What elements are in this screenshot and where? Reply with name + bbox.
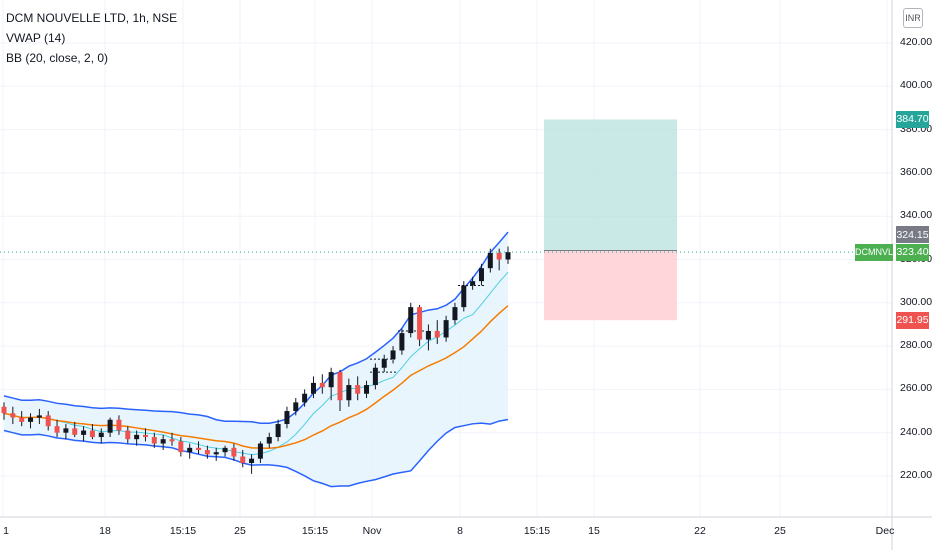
target-price-tag: 384.70 [896, 110, 929, 128]
bollinger-indicator-label[interactable]: BB (20, close, 2, 0) [6, 51, 109, 65]
candle-body [213, 452, 219, 455]
candle-body [187, 447, 193, 453]
candle-body [266, 437, 272, 444]
time-tick-label: 15:15 [301, 525, 329, 537]
candle-body [125, 430, 131, 440]
time-tick-label: 15 [588, 525, 600, 537]
candle-body [364, 385, 370, 394]
time-tick-label: 1 [3, 525, 9, 537]
candle-body [461, 285, 467, 308]
candle-body [434, 330, 440, 338]
bollinger-upper [3, 231, 509, 424]
candle-body [204, 450, 210, 455]
candle-body [98, 432, 104, 438]
price-tick-label: 400.00 [900, 79, 932, 92]
chart-legend: DCM NOUVELLE LTD, 1h, NSE VWAP (14) BB (… [6, 8, 177, 68]
candle-body [408, 307, 414, 334]
candle-body [328, 372, 334, 388]
candle-body [390, 350, 396, 360]
candle-body [142, 434, 148, 438]
candle-body [151, 437, 157, 444]
price-tick-label: 340.00 [900, 209, 932, 222]
candle-body [381, 359, 387, 368]
time-tick-label: 15:15 [523, 525, 551, 537]
candle-body [89, 430, 95, 438]
time-tick-label: 25 [234, 525, 246, 537]
candle-body [231, 447, 237, 457]
candle-body [470, 281, 476, 286]
candle-body [355, 385, 361, 394]
time-tick-label: Nov [362, 525, 382, 537]
price-tick-label: 300.00 [900, 295, 932, 308]
candle-body [1, 406, 7, 414]
candle-body [284, 411, 290, 425]
stop-price-tag: 291.95 [896, 311, 929, 329]
price-tick-label: 240.00 [900, 425, 932, 438]
symbol-tag: DCMNVL [855, 243, 893, 261]
candle-body [54, 426, 60, 433]
candle-body [169, 439, 175, 442]
time-tick-label: 22 [694, 525, 706, 537]
candle-body [249, 458, 255, 464]
price-tick-label: 260.00 [900, 382, 932, 395]
symbol-title[interactable]: DCM NOUVELLE LTD, 1h, NSE [6, 11, 178, 25]
candle-body [240, 456, 246, 464]
time-tick-label: Dec [875, 525, 895, 537]
candle-body [45, 415, 51, 427]
candle-body [107, 419, 113, 433]
vwap-indicator-label[interactable]: VWAP (14) [6, 31, 66, 45]
price-tick-label: 360.00 [900, 165, 932, 178]
candle-body [134, 434, 140, 440]
bollinger-basis [3, 272, 509, 456]
candle-body [496, 253, 502, 260]
candle-body [222, 447, 228, 453]
candle-body [399, 333, 405, 351]
candle-body [302, 393, 308, 403]
candle-body [452, 307, 458, 321]
time-tick-label: 15:15 [169, 525, 197, 537]
candle-body [425, 330, 431, 340]
last-price-tag: 323.40 [896, 243, 929, 261]
candle-body [81, 430, 87, 435]
candle-body [160, 439, 166, 444]
target-zone [544, 119, 677, 251]
candle-body [196, 447, 202, 451]
price-tick-label: 280.00 [900, 339, 932, 352]
candle-body [346, 385, 352, 401]
candle-body [36, 415, 42, 418]
candle-body [116, 419, 122, 431]
candle-body [417, 307, 423, 340]
candle-body [72, 428, 78, 435]
price-tick-label: 220.00 [900, 469, 932, 481]
candle-body [337, 372, 343, 401]
candle-body [178, 441, 184, 453]
currency-button[interactable]: INR [903, 8, 923, 28]
stop-zone [544, 250, 677, 321]
price-tick-label: 420.00 [900, 36, 932, 48]
vwap-line [3, 305, 509, 450]
candle-body [478, 268, 484, 282]
time-tick-label: 25 [774, 525, 786, 537]
candle-body [372, 367, 378, 386]
time-tick-label: 8 [457, 525, 463, 537]
candle-body [257, 443, 263, 459]
candle-body [19, 417, 25, 422]
candle-body [63, 428, 69, 433]
candle-body [310, 382, 316, 394]
candle-body [28, 417, 34, 422]
time-tick-label: 18 [99, 525, 111, 537]
candle-body [275, 424, 281, 438]
entry-price-tag: 324.15 [896, 226, 929, 244]
candle-body [319, 382, 325, 388]
candle-body [443, 320, 449, 338]
candle-body [487, 253, 493, 269]
candle-body [10, 413, 16, 418]
candle-body [505, 252, 511, 260]
bollinger-fill [4, 232, 508, 487]
bollinger-lower [3, 418, 509, 488]
candle-body [293, 402, 299, 412]
